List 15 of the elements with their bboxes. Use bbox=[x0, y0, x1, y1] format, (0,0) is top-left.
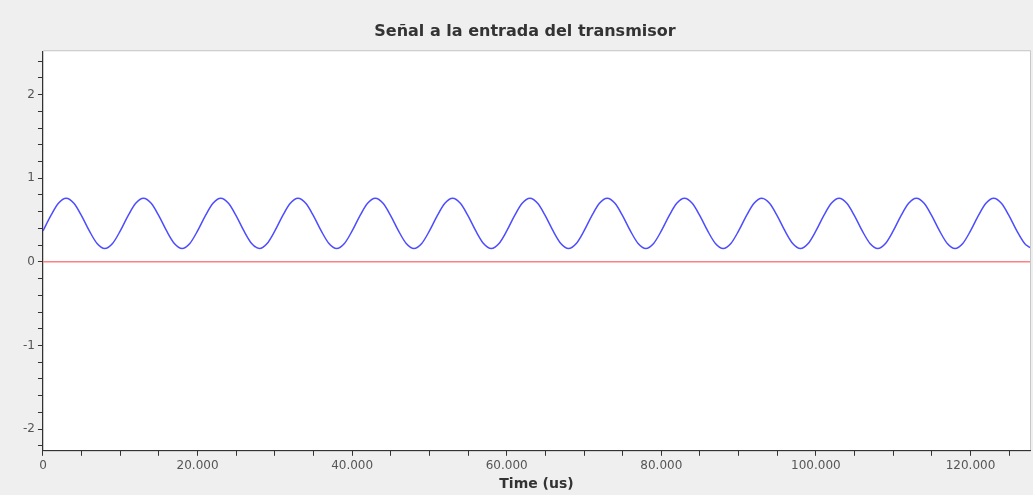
x-tick-label: 120.000 bbox=[945, 458, 996, 473]
y-tick-label: -2 bbox=[23, 421, 35, 436]
x-axis-title: Time (us) bbox=[499, 475, 574, 492]
x-tick-label: 20.000 bbox=[176, 458, 219, 473]
y-tick-label: 2 bbox=[27, 86, 35, 101]
chart-title: Señal a la entrada del transmisor bbox=[374, 20, 676, 40]
x-tick-label: 0 bbox=[39, 458, 47, 473]
x-tick-label: 60.000 bbox=[485, 458, 528, 473]
x-tick-label: 80.000 bbox=[640, 458, 683, 473]
line-series bbox=[42, 197, 1030, 250]
y-tick-label: -1 bbox=[23, 337, 35, 352]
y-tick-label: 1 bbox=[27, 170, 35, 185]
x-tick-label: 100.000 bbox=[791, 458, 841, 473]
y-tick-label: 0 bbox=[27, 253, 35, 268]
x-tick-label: 40.000 bbox=[331, 458, 374, 473]
